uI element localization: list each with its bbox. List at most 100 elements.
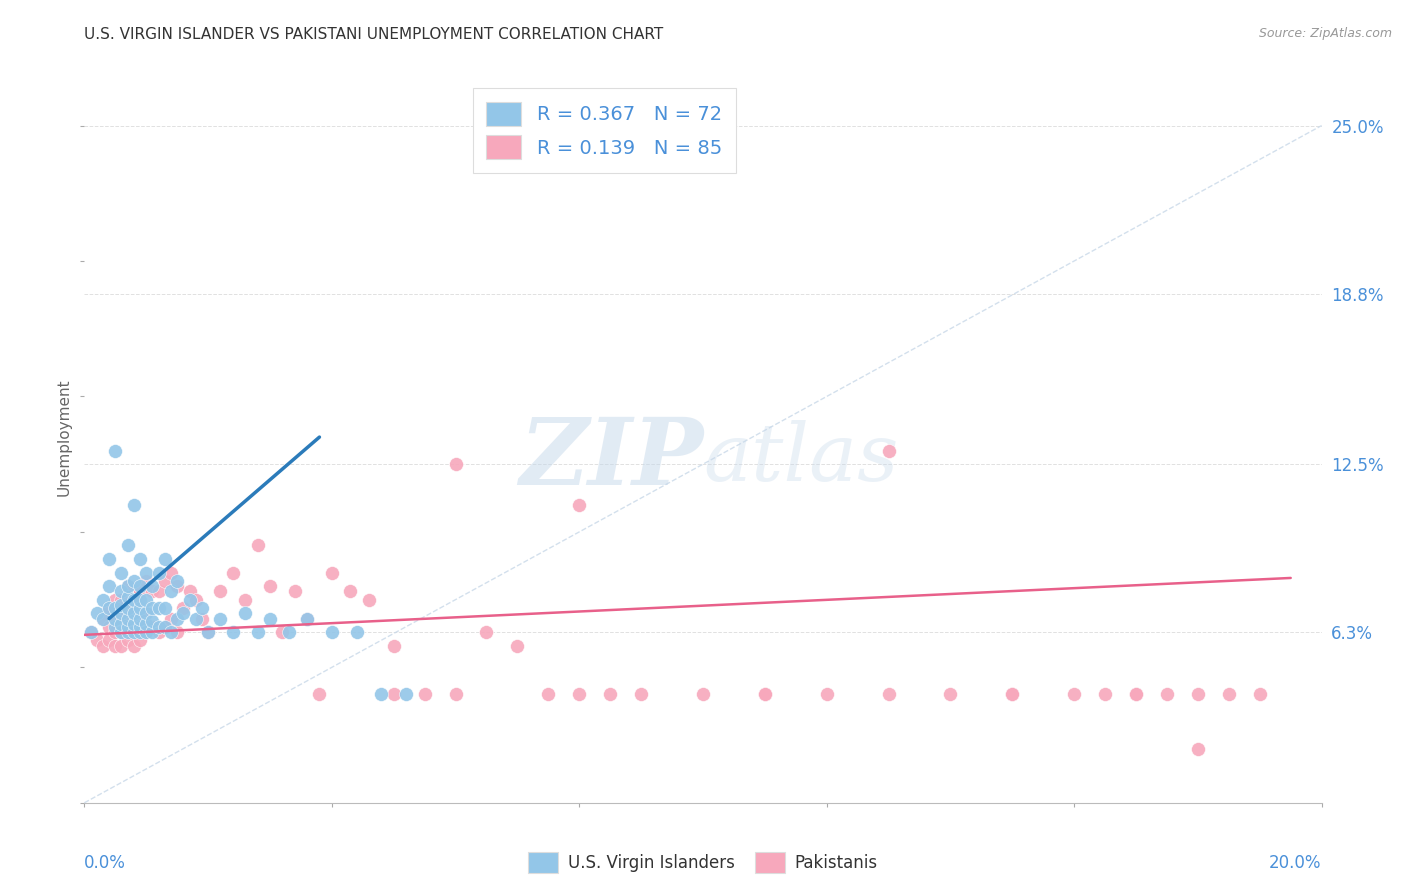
Text: Source: ZipAtlas.com: Source: ZipAtlas.com: [1258, 27, 1392, 40]
Point: [153, 552, 176, 566]
Point: [122, 574, 145, 588]
Point: [160, 566, 183, 580]
Point: [129, 552, 152, 566]
Point: [98, 633, 121, 648]
Point: [117, 625, 139, 640]
Point: [153, 574, 176, 588]
Point: [122, 592, 145, 607]
Point: [148, 584, 170, 599]
Point: [122, 639, 145, 653]
Point: [179, 584, 201, 599]
Point: [537, 688, 560, 702]
Point: [141, 620, 163, 634]
Legend: R = 0.367   N = 72, R = 0.139   N = 85: R = 0.367 N = 72, R = 0.139 N = 85: [472, 88, 735, 173]
Point: [153, 620, 176, 634]
Point: [86, 606, 108, 620]
Point: [166, 579, 188, 593]
Point: [295, 611, 318, 625]
Text: U.S. VIRGIN ISLANDER VS PAKISTANI UNEMPLOYMENT CORRELATION CHART: U.S. VIRGIN ISLANDER VS PAKISTANI UNEMPL…: [84, 27, 664, 42]
Point: [117, 611, 139, 625]
Point: [104, 443, 127, 458]
Point: [98, 620, 121, 634]
Point: [104, 592, 127, 607]
Point: [1125, 688, 1147, 702]
Point: [166, 625, 188, 640]
Text: atlas: atlas: [703, 420, 898, 498]
Point: [141, 625, 163, 640]
Point: [98, 579, 121, 593]
Point: [148, 620, 170, 634]
Point: [1125, 688, 1147, 702]
Point: [110, 584, 132, 599]
Text: ZIP: ZIP: [519, 414, 703, 504]
Point: [141, 615, 163, 629]
Point: [91, 611, 114, 625]
Point: [129, 600, 152, 615]
Point: [122, 620, 145, 634]
Point: [135, 592, 157, 607]
Point: [117, 538, 139, 552]
Point: [104, 639, 127, 653]
Point: [110, 625, 132, 640]
Point: [104, 611, 127, 625]
Point: [1249, 688, 1271, 702]
Point: [184, 611, 207, 625]
Point: [104, 625, 127, 640]
Point: [153, 600, 176, 615]
Point: [295, 611, 318, 625]
Point: [110, 598, 132, 612]
Point: [1063, 688, 1085, 702]
Point: [129, 620, 152, 634]
Point: [91, 592, 114, 607]
Point: [172, 600, 194, 615]
Point: [568, 688, 591, 702]
Point: [117, 633, 139, 648]
Point: [166, 611, 188, 625]
Point: [754, 688, 776, 702]
Text: 0.0%: 0.0%: [84, 854, 127, 872]
Point: [117, 579, 139, 593]
Point: [110, 639, 132, 653]
Y-axis label: Unemployment: Unemployment: [56, 378, 72, 496]
Point: [191, 600, 214, 615]
Point: [382, 688, 405, 702]
Point: [395, 688, 418, 702]
Point: [284, 584, 307, 599]
Point: [98, 600, 121, 615]
Point: [346, 625, 368, 640]
Point: [209, 584, 232, 599]
Point: [117, 590, 139, 604]
Point: [98, 600, 121, 615]
Point: [754, 688, 776, 702]
Point: [117, 600, 139, 615]
Point: [135, 574, 157, 588]
Point: [122, 592, 145, 607]
Point: [246, 538, 269, 552]
Point: [129, 579, 152, 593]
Point: [222, 566, 245, 580]
Point: [148, 566, 170, 580]
Point: [91, 639, 114, 653]
Point: [599, 688, 621, 702]
Point: [110, 625, 132, 640]
Point: [104, 620, 127, 634]
Point: [104, 600, 127, 615]
Point: [444, 688, 467, 702]
Point: [79, 625, 101, 640]
Legend: U.S. Virgin Islanders, Pakistanis: U.S. Virgin Islanders, Pakistanis: [522, 846, 884, 880]
Point: [277, 625, 299, 640]
Point: [141, 579, 163, 593]
Point: [141, 600, 163, 615]
Point: [1218, 688, 1240, 702]
Point: [222, 625, 245, 640]
Point: [117, 600, 139, 615]
Point: [135, 625, 157, 640]
Point: [122, 606, 145, 620]
Point: [939, 688, 962, 702]
Point: [104, 611, 127, 625]
Point: [233, 606, 256, 620]
Point: [172, 606, 194, 620]
Point: [117, 579, 139, 593]
Point: [815, 688, 838, 702]
Point: [166, 574, 188, 588]
